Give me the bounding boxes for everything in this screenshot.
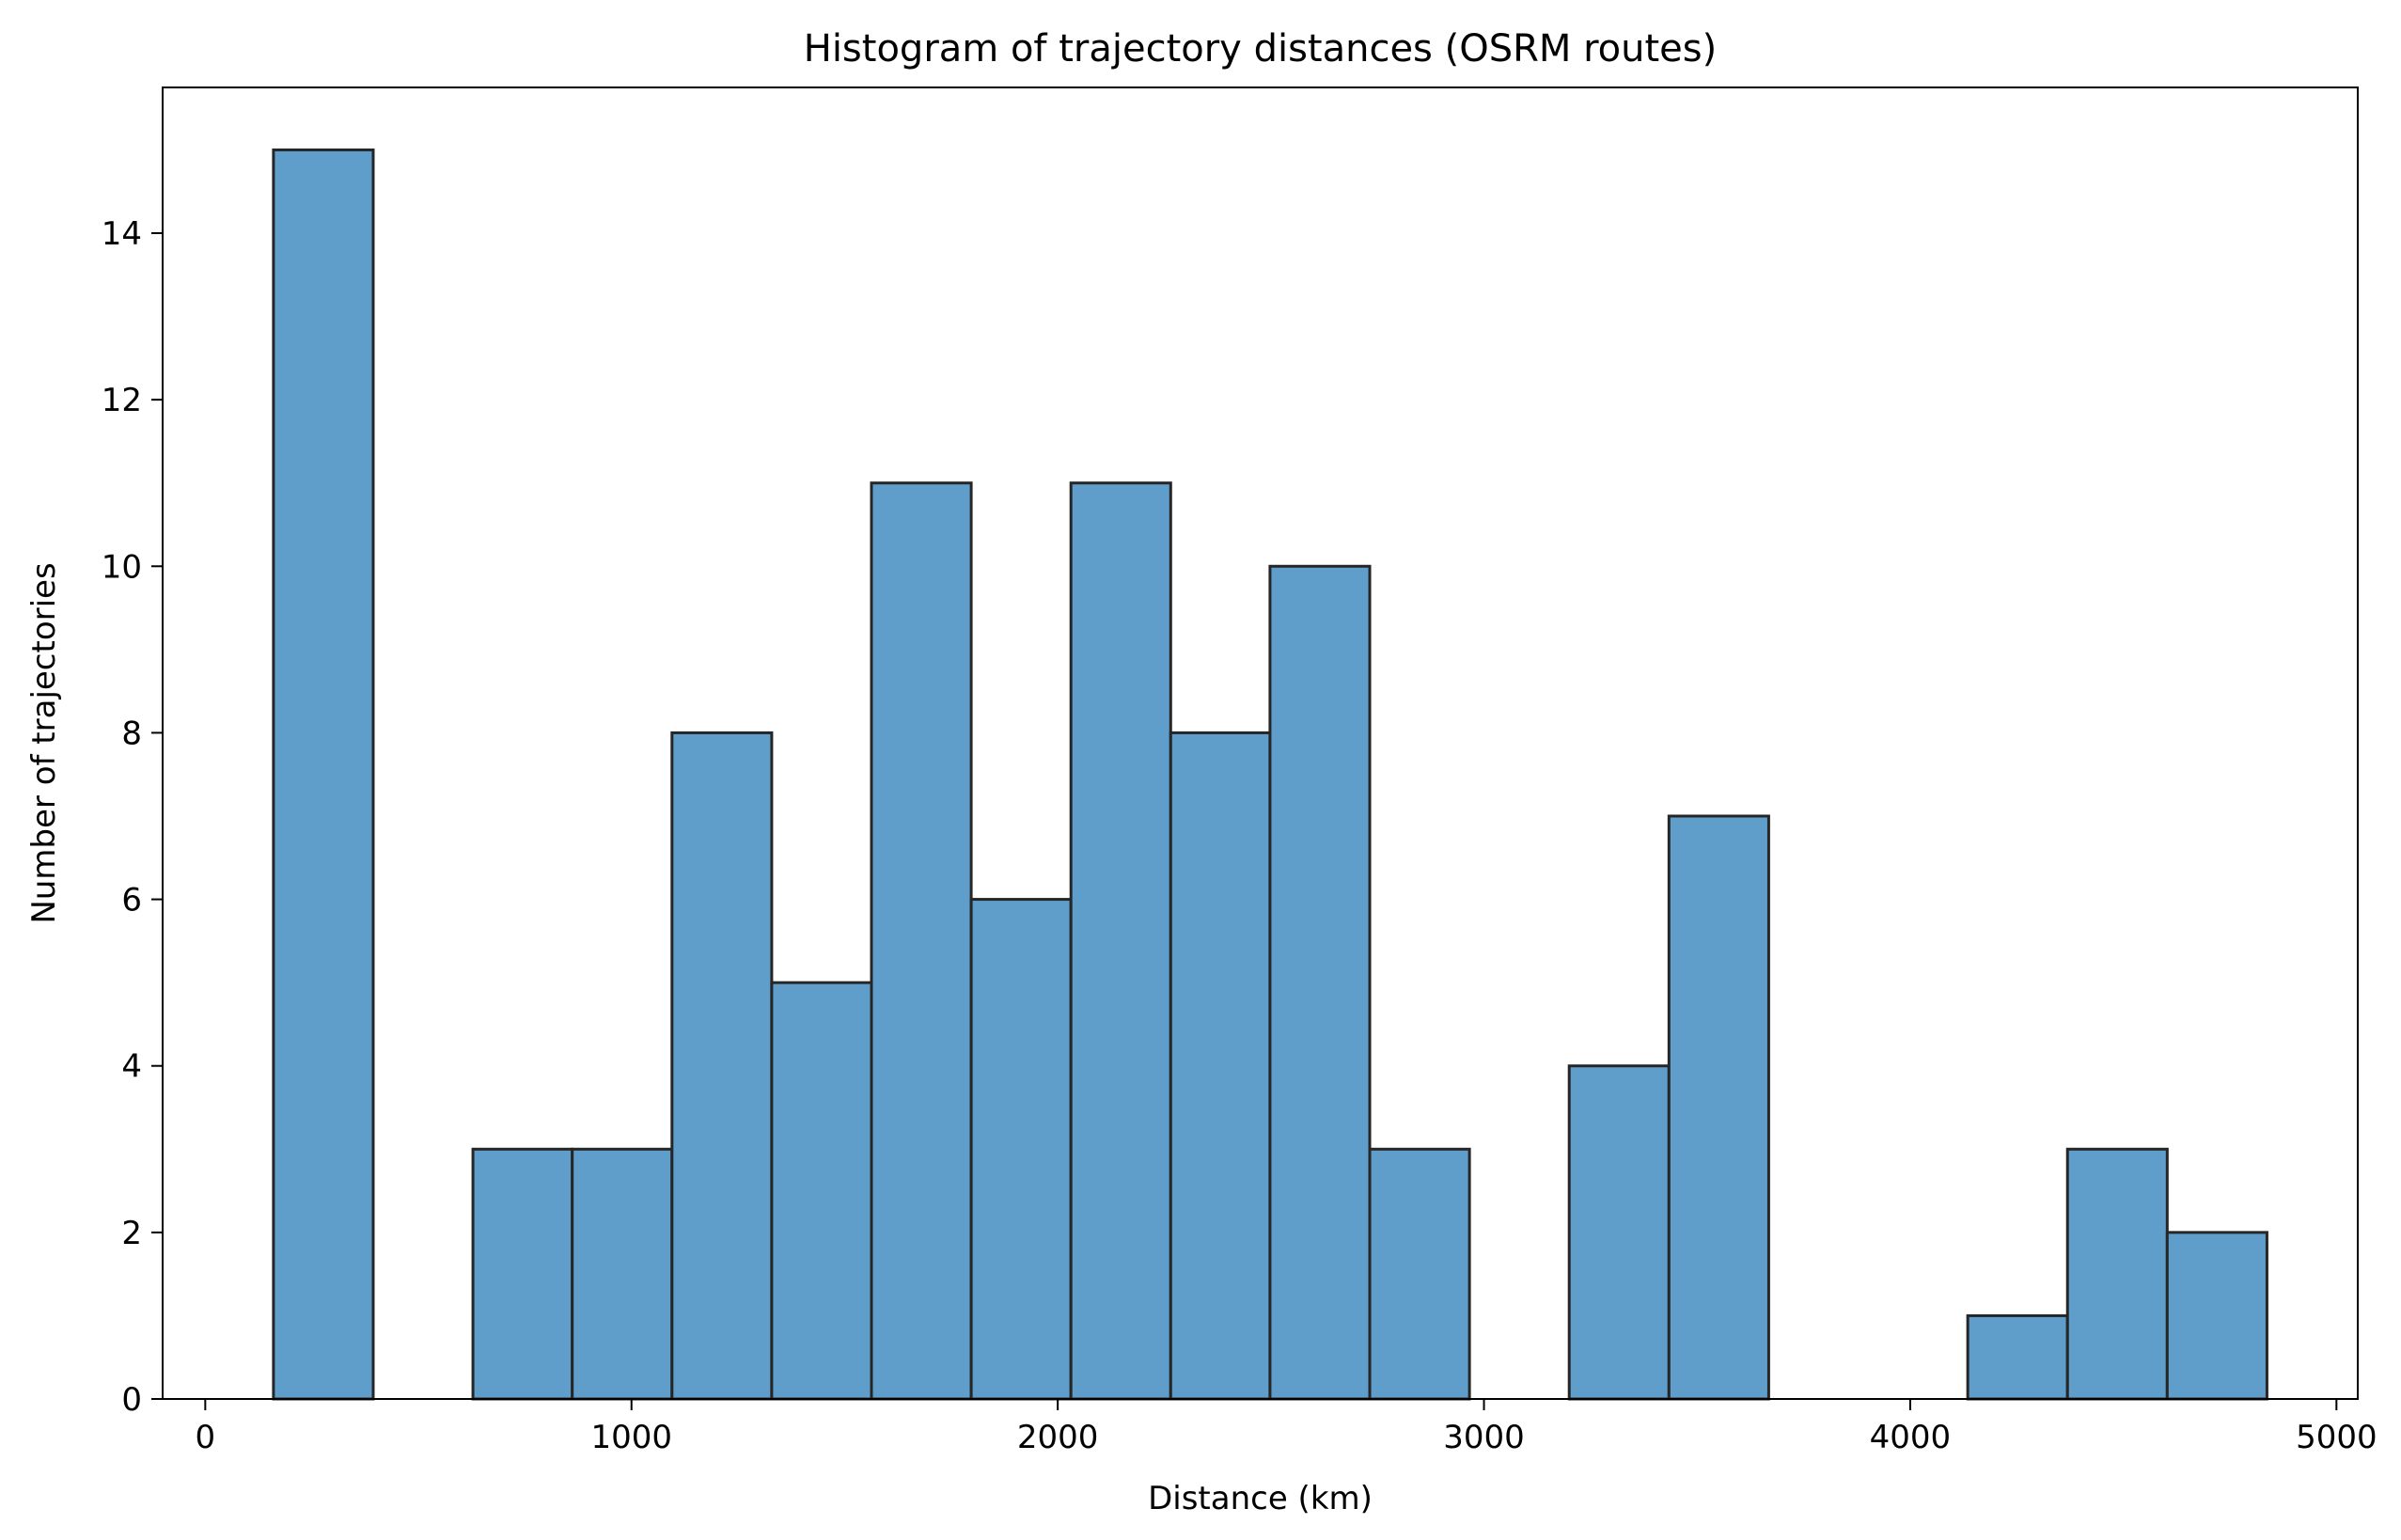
histogram-bar xyxy=(1966,1313,2069,1401)
y-tick-label: 12 xyxy=(102,382,142,419)
histogram-bar xyxy=(770,981,873,1401)
histogram-bar xyxy=(571,1147,674,1401)
chart-title: Histogram of trajectory distances (OSRM … xyxy=(804,27,1718,71)
x-tick-label: 1000 xyxy=(590,1419,672,1456)
x-tick-label: 5000 xyxy=(2296,1419,2377,1456)
bars-group xyxy=(272,148,2268,1401)
y-axis-ticks: 0 2 4 6 8 10 12 14 xyxy=(102,215,163,1419)
histogram-bar xyxy=(1667,814,1770,1401)
histogram-bar xyxy=(1069,481,1172,1401)
x-tick-label: 3000 xyxy=(1443,1419,1525,1456)
x-axis-label: Distance (km) xyxy=(1148,1480,1373,1517)
y-tick-label: 0 xyxy=(121,1381,142,1419)
histogram-bar xyxy=(1169,731,1272,1401)
y-axis-label: Number of trajectories xyxy=(25,562,63,923)
histogram-bar xyxy=(1268,564,1372,1401)
y-tick-label: 4 xyxy=(121,1048,142,1086)
x-axis-ticks: 0 1000 2000 3000 4000 5000 xyxy=(196,1399,2377,1456)
x-tick-label: 2000 xyxy=(1017,1419,1099,1456)
histogram-bar xyxy=(2065,1147,2169,1401)
histogram-bar xyxy=(969,898,1073,1401)
y-tick-label: 10 xyxy=(102,548,142,586)
histogram-bar xyxy=(1567,1064,1671,1401)
y-tick-label: 8 xyxy=(121,715,142,752)
histogram-bar xyxy=(471,1147,574,1401)
x-tick-label: 0 xyxy=(196,1419,216,1456)
histogram-bar xyxy=(2165,1231,2268,1401)
y-tick-label: 14 xyxy=(102,215,142,253)
y-tick-label: 6 xyxy=(121,882,142,919)
histogram-bar xyxy=(670,731,774,1401)
histogram-bar xyxy=(272,148,375,1401)
axes-frame xyxy=(162,86,2359,1400)
histogram-bar xyxy=(1368,1147,1471,1401)
x-tick-label: 4000 xyxy=(1870,1419,1952,1456)
y-tick-label: 2 xyxy=(121,1215,142,1252)
histogram-bar xyxy=(870,481,973,1401)
